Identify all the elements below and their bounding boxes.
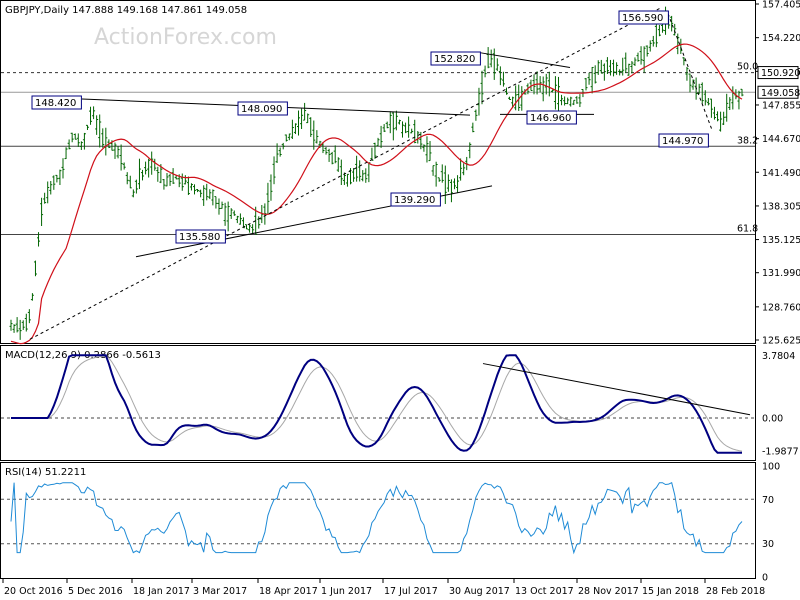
- price-highlight-box: [757, 85, 799, 99]
- watermark: ActionForex.com: [94, 25, 277, 50]
- price-tick-label: 138.305: [762, 201, 800, 212]
- macd-panel-frame: [0, 345, 756, 461]
- rsi-tick-label: 0: [762, 573, 768, 584]
- price-annotation-label: 156.590: [622, 13, 663, 24]
- macd-trendline: [482, 363, 751, 416]
- x-tick-label: 1 Jun 2017: [321, 586, 372, 597]
- macd-tick-label: 3.7804: [762, 351, 795, 362]
- rsi-label: RSI(14) 51.2211: [5, 467, 86, 478]
- price-panel-frame: [0, 0, 756, 344]
- rsi-layer: 100 70 30 0: [1, 462, 780, 584]
- price-annotation-label: 144.970: [662, 136, 703, 147]
- rsi-tick-label: 100: [762, 462, 780, 473]
- price-annotation-label: 152.820: [434, 54, 475, 65]
- price-annotation-box: [237, 101, 288, 116]
- price-annotation-box: [390, 192, 441, 207]
- macd-layer: 3.7804 0.00 -1.9877: [1, 351, 799, 457]
- price-tick-label: 154.220: [762, 33, 800, 44]
- x-tick-label: 20 Oct 2016: [4, 586, 63, 597]
- price-annotation-box: [658, 133, 709, 148]
- price-highlight-label: 149.058: [761, 88, 800, 99]
- price-annotation-label: 148.420: [35, 98, 76, 109]
- price-tick-label: 144.670: [762, 134, 800, 145]
- macd-line: [11, 354, 742, 454]
- x-tick-label: 3 Mar 2017: [193, 586, 247, 597]
- price-tick-label: 128.760: [762, 302, 800, 313]
- macd-tick-label: -1.9877: [762, 446, 799, 457]
- price-tick-label: 131.990: [762, 268, 800, 279]
- price-axis: 157.405154.220151.035147.855144.670141.4…: [755, 0, 800, 347]
- price-highlight-label: 150.920: [761, 68, 800, 79]
- moving-average-layer: [10, 43, 743, 345]
- x-tick-label: 5 Dec 2016: [68, 586, 123, 597]
- fib-level-label: 61.8: [737, 224, 758, 235]
- price-annotation-box: [526, 110, 577, 125]
- candles-layer: [9, 6, 744, 340]
- price-annotation-box: [430, 51, 481, 66]
- price-annotation-label: 148.090: [241, 104, 282, 115]
- price-highlight-box: [757, 66, 799, 80]
- long-dashed-channel-line: [29, 7, 661, 340]
- moving-average-line: [10, 43, 743, 345]
- macd-signal-line: [11, 355, 743, 452]
- price-tick-label: 157.405: [762, 0, 800, 11]
- x-tick-label: 18 Apr 2017: [259, 586, 318, 597]
- x-tick-label: 18 Jan 2017: [133, 586, 190, 597]
- price-annotation-box: [175, 229, 226, 244]
- x-tick-label: 17 Jul 2017: [384, 586, 438, 597]
- chart-title: GBPJPY,Daily 147.888 149.168 147.861 149…: [5, 5, 247, 16]
- grid-layer: 50.0 38.2 61.8: [1, 62, 758, 236]
- price-tick-label: 141.490: [762, 168, 800, 179]
- fib-level-label: 50.0: [737, 62, 758, 73]
- rsi-panel-frame: [0, 462, 756, 579]
- upper-wedge-line: [479, 52, 571, 68]
- fib-level-label: 38.2: [737, 135, 758, 146]
- price-tick-label: 135.125: [762, 235, 800, 246]
- price-annotation-box: [618, 10, 669, 25]
- retrace-dashed-line: [667, 13, 713, 131]
- panel-frames: [0, 0, 756, 579]
- macd-tick-label: 0.00: [762, 414, 783, 425]
- x-tick-label: 15 Jan 2018: [642, 586, 699, 597]
- x-tick-label: 28 Nov 2017: [578, 586, 639, 597]
- x-axis: 20 Oct 2016 5 Dec 2016 18 Jan 2017 3 Mar 20…: [2, 579, 765, 597]
- price-annotation-label: 139.290: [394, 195, 435, 206]
- price-annotation-box: [31, 95, 82, 110]
- rsi-tick-label: 30: [762, 539, 774, 550]
- annotations-layer: 148.420 148.090 135.580 139.290 152.820 146.9…: [31, 10, 709, 244]
- x-tick-label: 28 Feb 2018: [706, 586, 765, 597]
- price-annotation-label: 146.960: [530, 113, 571, 124]
- trendlines-layer: [29, 7, 713, 340]
- price-tick-label: 147.855: [762, 100, 800, 111]
- x-tick-label: 30 Aug 2017: [449, 586, 510, 597]
- price-tick-label: 125.625: [762, 336, 800, 347]
- price-annotation-label: 135.580: [179, 232, 220, 243]
- rsi-line: [10, 481, 743, 555]
- rsi-tick-label: 70: [762, 495, 774, 506]
- x-tick-label: 13 Oct 2017: [515, 586, 574, 597]
